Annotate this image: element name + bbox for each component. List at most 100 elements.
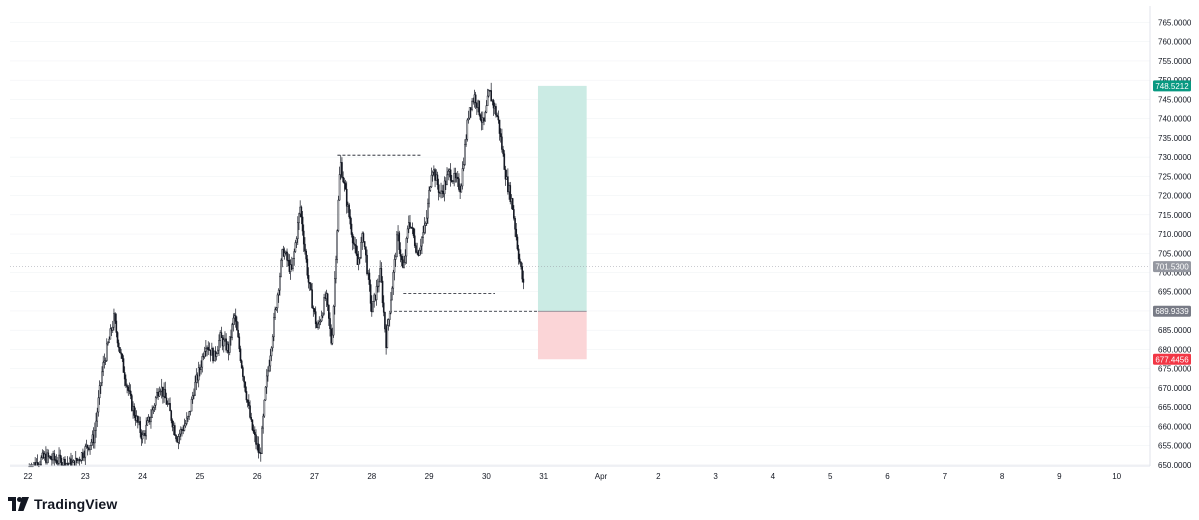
candle-body-down [313, 308, 316, 312]
candle [501, 128, 503, 153]
stop-price-badge-bg [1153, 353, 1191, 365]
candle-body-down [483, 117, 485, 122]
candle [461, 161, 464, 190]
candle-body-up [158, 391, 161, 397]
candle-body-down [363, 241, 366, 247]
candle-body-up [387, 319, 390, 326]
candle [194, 375, 196, 396]
candle [293, 248, 296, 266]
horizontal-levels[interactable] [337, 154, 538, 312]
candle-body-up [406, 228, 409, 239]
candle-body-down [509, 185, 512, 202]
candle-body-up [218, 340, 220, 351]
candle [333, 271, 336, 315]
candle-body-up [159, 390, 162, 393]
candle [213, 350, 216, 362]
candle [276, 292, 279, 313]
candle [79, 458, 82, 462]
candle [73, 460, 76, 467]
candle-body-up [68, 458, 71, 465]
entry-price-badge: 689.9339 [1153, 305, 1191, 317]
position-tool[interactable] [537, 85, 587, 360]
candle [55, 454, 58, 465]
candle-body-up [486, 95, 489, 106]
candle [392, 269, 395, 295]
candle [58, 447, 60, 466]
price-tick-label: 720.0000 [1158, 192, 1192, 201]
candle [521, 262, 524, 283]
tradingview-logo-icon[interactable] [8, 497, 30, 511]
candle-body-down [450, 180, 453, 182]
candle [268, 359, 270, 373]
candle [100, 382, 102, 394]
candle-body-up [335, 259, 337, 279]
candle-body-down [410, 226, 412, 229]
candle [94, 422, 96, 449]
candle [165, 392, 168, 405]
candle [129, 384, 132, 400]
candle-body-up [408, 222, 410, 230]
candle-body-down [137, 416, 139, 423]
candle [486, 88, 489, 106]
candle [318, 316, 321, 329]
price-chart[interactable]: 765.0000760.0000755.0000750.0000745.0000… [0, 0, 1199, 490]
candle [337, 195, 340, 233]
candle-body-up [285, 251, 287, 254]
candle-body-up [153, 404, 156, 408]
candle-body-up [482, 117, 484, 123]
candle-body-up [461, 168, 464, 187]
candle [428, 186, 430, 208]
candle-body-up [109, 328, 112, 340]
candle-body-down [304, 243, 306, 252]
stop-zone[interactable] [537, 311, 587, 360]
candle-body-down [252, 429, 255, 433]
candle-body-down [489, 90, 491, 92]
target-price-badge-bg [1153, 80, 1191, 92]
candle [355, 239, 358, 257]
candle-body-down [248, 402, 250, 406]
candle-body-down [116, 332, 119, 344]
candle [254, 426, 256, 443]
candle [111, 320, 114, 334]
candle [116, 331, 119, 348]
candle-body-up [141, 434, 144, 440]
candle [191, 391, 194, 404]
candle [366, 249, 368, 276]
candle [269, 348, 272, 372]
candle [244, 381, 247, 393]
candle-body-up [168, 403, 170, 405]
candle-body-up [446, 174, 448, 185]
candle-body-up [268, 365, 270, 372]
candle-body-up [466, 119, 469, 140]
candle-body-up [100, 382, 102, 386]
candle [496, 112, 498, 118]
candle-body-down [330, 328, 333, 344]
candle-body-up [357, 258, 360, 265]
time-axis[interactable]: 22 23 24 25 26 27 28 29 30 31 Apr 2 3 4 5 6 7 8 9 10 [24, 472, 1122, 481]
time-tick-label: Apr [595, 472, 608, 481]
time-tick-label: 7 [943, 472, 948, 481]
candle [261, 425, 263, 454]
candle-body-down [385, 328, 387, 348]
candle-body-down [162, 386, 164, 397]
profit-zone[interactable] [537, 85, 587, 312]
chart-background [0, 0, 1199, 490]
candle-body-down [439, 192, 441, 194]
candle-body-down [140, 432, 143, 440]
candle [349, 209, 352, 230]
candle-body-down [238, 336, 241, 350]
candle-body-down [503, 153, 506, 170]
candle-body-down [67, 463, 70, 465]
candle-body-down [123, 372, 126, 380]
price-tick-label: 735.0000 [1158, 134, 1192, 143]
candle-body-up [274, 309, 276, 318]
candle [251, 419, 254, 432]
candle [350, 217, 353, 238]
candle [495, 103, 497, 118]
candle [105, 338, 108, 362]
candle [412, 227, 415, 239]
candle-body-down [82, 452, 84, 458]
candle [120, 348, 122, 359]
candle [232, 313, 235, 332]
candle-body-up [359, 256, 361, 260]
